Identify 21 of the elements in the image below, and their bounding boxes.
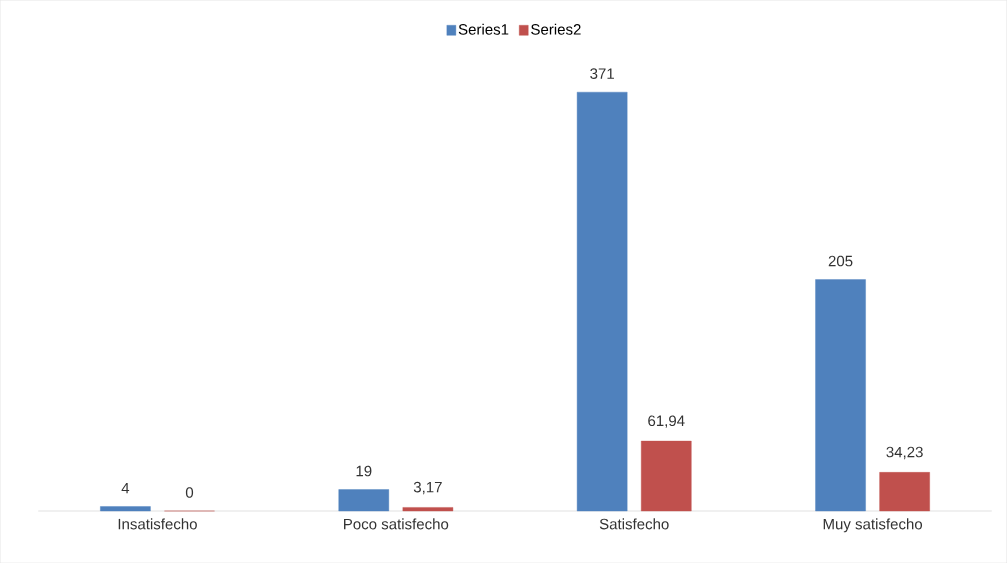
bar	[815, 279, 866, 512]
x-tick-label: Poco satisfecho	[344, 518, 449, 530]
data-label: 19	[356, 465, 372, 477]
data-label: 205	[828, 255, 853, 267]
bar	[100, 506, 151, 512]
data-label: 3,17	[413, 481, 442, 495]
x-tick-label: Satisfecho	[599, 518, 669, 530]
x-tick-label: Muy satisfecho	[823, 518, 923, 533]
bar	[338, 489, 390, 512]
bar	[402, 507, 454, 512]
data-label: 34,23	[886, 446, 923, 459]
data-label: 0	[185, 487, 194, 498]
bar	[576, 91, 628, 512]
x-tick-label: Insatisfecho	[118, 518, 197, 530]
bar	[641, 440, 692, 512]
data-label: 371	[590, 68, 614, 79]
legend-label: Series1	[458, 23, 509, 35]
legend-label: Series2	[531, 23, 581, 35]
bar	[879, 472, 930, 512]
data-label: 61,94	[648, 415, 685, 428]
data-label: 4	[121, 482, 130, 494]
